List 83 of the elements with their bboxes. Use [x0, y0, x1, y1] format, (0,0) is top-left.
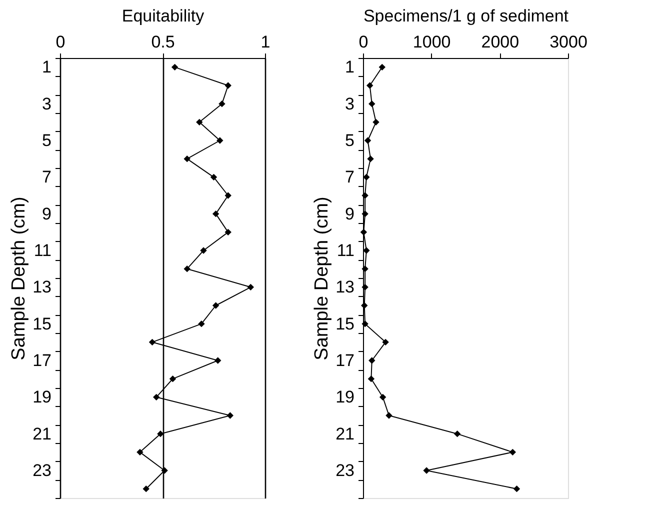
y-tick-label: 17 — [336, 351, 354, 370]
point — [513, 485, 520, 492]
point — [362, 320, 368, 328]
point — [171, 64, 178, 71]
x-tick-label: 0 — [358, 32, 368, 52]
point — [142, 485, 150, 492]
y-axis-title: Sample Depth (cm) — [8, 196, 30, 360]
y-tick-label: 3 — [42, 94, 52, 114]
x-tick-label: 1000 — [412, 32, 451, 52]
point — [367, 155, 374, 162]
point — [184, 265, 190, 272]
point — [423, 467, 430, 474]
point — [378, 64, 386, 71]
point — [363, 174, 370, 181]
y-tick-label: 13 — [32, 278, 52, 297]
point — [224, 228, 232, 236]
y-tick-label: 19 — [336, 388, 354, 407]
point — [169, 375, 176, 382]
y-tick-label: 21 — [32, 424, 52, 444]
y-tick-label: 3 — [345, 94, 354, 114]
y-axis-title: Sample Depth (cm) — [312, 196, 333, 360]
point — [218, 100, 226, 108]
point — [196, 118, 203, 126]
point — [157, 430, 164, 438]
point — [368, 100, 376, 108]
point — [212, 210, 220, 218]
point — [247, 284, 254, 291]
point — [362, 284, 368, 291]
y-tick-label: 9 — [42, 204, 52, 224]
x-tick-label: 3000 — [550, 32, 588, 52]
x-tick-label: 0 — [56, 32, 66, 52]
y-tick-label: 15 — [32, 314, 52, 334]
y-tick-label: 1 — [345, 58, 354, 77]
y-tick-label: 23 — [336, 461, 354, 480]
y-tick-label: 9 — [345, 204, 354, 224]
point — [184, 155, 190, 162]
y-tick-label: 19 — [32, 388, 52, 407]
point — [363, 247, 370, 254]
y-tick-label: 1 — [42, 58, 52, 77]
point — [198, 320, 205, 328]
point — [216, 137, 224, 144]
point — [454, 430, 461, 438]
point — [509, 448, 516, 456]
point — [361, 302, 368, 309]
x-tick-label: 0.5 — [151, 32, 175, 52]
point — [362, 192, 368, 199]
point — [362, 265, 368, 272]
point — [362, 210, 368, 218]
point — [200, 247, 207, 254]
point — [379, 394, 386, 401]
point — [360, 228, 368, 236]
point — [382, 338, 389, 346]
point — [136, 448, 144, 456]
y-tick-label: 21 — [336, 424, 354, 444]
point — [152, 394, 160, 401]
point — [224, 82, 232, 89]
point — [226, 412, 234, 419]
y-tick-label: 15 — [336, 314, 354, 334]
x-axis-title: Specimens/1 g of sediment — [363, 6, 569, 26]
x-tick-label: 2000 — [481, 32, 520, 52]
point — [368, 357, 376, 364]
point — [366, 82, 374, 89]
point — [161, 467, 168, 474]
y-tick-label: 5 — [42, 131, 52, 150]
y-tick-label: 11 — [34, 241, 52, 260]
y-tick-label: 13 — [336, 278, 354, 297]
y-tick-label: 23 — [32, 461, 52, 480]
point — [368, 375, 375, 382]
point — [224, 192, 232, 199]
y-tick-label: 11 — [336, 241, 354, 260]
point — [386, 412, 392, 419]
x-tick-label: 1 — [260, 32, 270, 52]
point — [214, 357, 222, 364]
y-tick-label: 7 — [42, 168, 52, 187]
y-tick-label: 7 — [345, 168, 354, 187]
y-tick-label: 17 — [32, 351, 52, 370]
point — [148, 338, 156, 346]
point — [212, 302, 220, 309]
y-tick-label: 5 — [345, 131, 354, 150]
point — [372, 118, 380, 126]
x-axis-title: Equitability — [122, 6, 205, 26]
point — [210, 174, 218, 181]
point — [364, 137, 372, 144]
